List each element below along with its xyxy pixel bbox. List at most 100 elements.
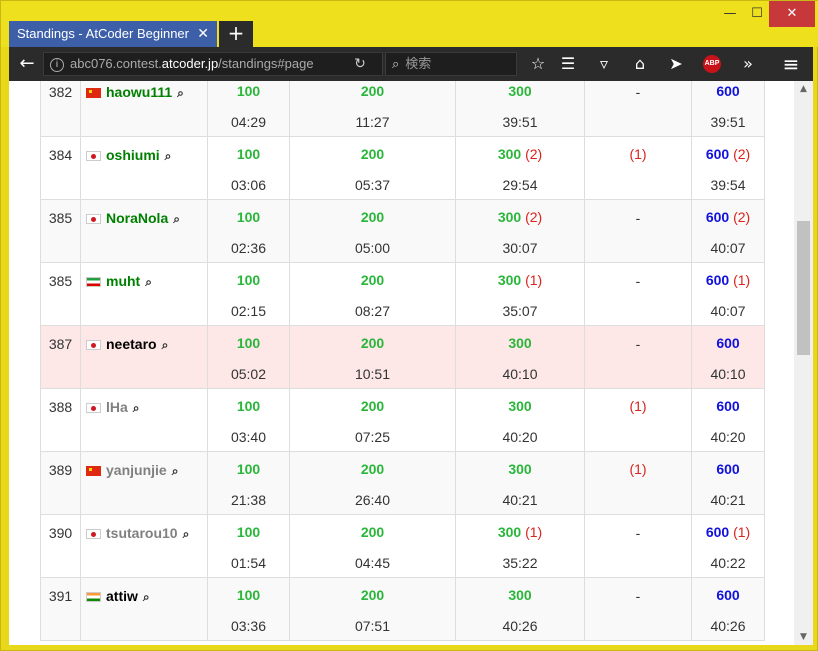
total-score-cell: 600 39:51 [691,81,765,137]
standings-table-wrapper: 382 haowu111 ⌕ 100 04:29 200 11:27 300 39:51 - 600… [40,81,765,641]
search-user-icon[interactable]: ⌕ [171,464,179,478]
score-line: (1) [585,147,691,161]
tab-close-icon[interactable]: ✕ [197,26,209,42]
score-value: 300 [508,587,532,603]
task-t2-cell: 200 07:51 [289,577,456,641]
new-tab-button[interactable]: + [219,21,253,47]
search-user-icon[interactable]: ⌕ [173,212,180,226]
score-line: 600 [692,462,764,476]
url-prefix: abc076.contest. [70,56,162,71]
back-arrow-icon[interactable]: ← [19,53,35,74]
submission-time: 40:10 [502,366,538,382]
username-link[interactable]: yanjunjie [106,462,167,478]
submission-time: 39:51 [502,114,538,130]
search-user-icon[interactable]: ⌕ [132,401,140,415]
username-link[interactable]: tsutarou10 [106,525,178,541]
scroll-down-arrow-icon[interactable]: ▼ [800,632,807,642]
rank-value: 385 [48,210,73,226]
score-value: 200 [360,209,385,225]
username-link[interactable]: attiw [106,588,138,604]
user-cell: oshiumi ⌕ [80,136,208,200]
overflow-icon[interactable]: » [743,54,753,73]
title-bar: — ☐ ✕ Standings - AtCoder Beginner ✕ + [1,1,818,47]
no-submission-dash: - [635,336,641,352]
abp-icon[interactable]: ABP [703,55,721,73]
browser-tab[interactable]: Standings - AtCoder Beginner ✕ [9,21,217,47]
username-link[interactable]: lHa [106,399,128,415]
score-value: 600 [716,461,740,477]
rank-cell: 382 [40,81,81,137]
total-score-cell: 600 (1) 40:07 [691,262,765,326]
search-user-icon[interactable]: ⌕ [164,149,172,163]
score-value: 600 [716,335,740,351]
submission-time: 40:07 [710,303,746,319]
submission-time: 04:29 [230,114,267,130]
menu-icon[interactable]: ≡ [782,52,800,76]
score-line: 300 [456,588,584,602]
score-value: 300 [497,146,522,162]
minimize-button[interactable]: — [723,6,737,21]
score-value: 300 [508,335,532,351]
task-t4-cell: - [584,577,692,641]
url-host: atcoder.jp [161,56,219,71]
score-line: 100 [208,462,289,476]
scroll-thumb[interactable] [797,221,810,355]
submission-time: 04:45 [354,555,391,571]
username-link[interactable]: muht [106,273,141,289]
star-icon[interactable]: ☆ [530,54,546,73]
site-info-icon[interactable]: i [50,57,64,72]
pocket-icon[interactable]: ▿ [599,54,609,73]
score-value: 100 [236,83,261,99]
rank-value: 391 [48,588,73,604]
score-line: 100 [208,336,289,350]
username-link[interactable]: neetaro [106,336,157,352]
task-t4-cell: - [584,514,692,578]
penalty-count: (1) [525,272,543,288]
maximize-button[interactable]: ☐ [751,6,763,21]
submission-time: 02:36 [230,240,267,256]
vertical-scrollbar[interactable]: ▲ ▼ [794,81,813,645]
home-icon[interactable]: ⌂ [634,54,646,73]
rank-cell: 387 [40,325,81,389]
url-bar[interactable]: i abc076.contest.atcoder.jp/standings#pag… [43,52,383,76]
submission-time: 40:26 [502,618,538,634]
task-t2-cell: 200 10:51 [289,325,456,389]
username-link[interactable]: haowu111 [106,84,173,100]
close-window-button[interactable]: ✕ [769,1,815,27]
penalty-count: (1) [733,524,751,540]
reading-list-icon[interactable]: ☰ [560,54,576,73]
score-line: 200 [290,525,455,539]
score-value: 600 [705,209,730,225]
search-user-icon[interactable]: ⌕ [145,275,152,289]
search-user-icon[interactable]: ⌕ [182,527,190,541]
total-score-cell: 600 (2) 39:54 [691,136,765,200]
task-t4-cell: - [584,81,692,137]
task-t4-cell: - [584,325,692,389]
score-line: 100 [208,588,289,602]
score-line: 100 [208,273,289,287]
task-t4-cell: (1) [584,136,692,200]
user-cell: muht ⌕ [80,262,208,326]
task-t1-cell: 100 02:15 [207,262,290,326]
username-link[interactable]: oshiumi [106,147,160,163]
task-t1-cell: 100 02:36 [207,199,290,263]
username-link[interactable]: NoraNola [106,210,169,226]
send-icon[interactable]: ➤ [669,54,683,73]
reload-icon[interactable]: ↻ [354,56,366,72]
search-user-icon[interactable]: ⌕ [177,86,184,100]
score-value: 300 [508,83,532,99]
score-value: 300 [497,209,522,225]
search-user-icon[interactable]: ⌕ [161,338,169,352]
total-score-cell: 600 40:26 [691,577,765,641]
score-value: 200 [360,461,385,477]
score-line: 200 [290,147,455,161]
search-input[interactable]: ⌕ 検索 [385,52,517,76]
scroll-up-arrow-icon[interactable]: ▲ [800,84,807,94]
task-t1-cell: 100 03:36 [207,577,290,641]
search-user-icon[interactable]: ⌕ [142,590,150,604]
no-submission-dash: - [635,588,641,604]
tab-title: Standings - AtCoder Beginner [17,26,189,41]
score-line: 600 [692,588,764,602]
rank-value: 389 [48,462,73,478]
score-value: 600 [716,83,740,99]
